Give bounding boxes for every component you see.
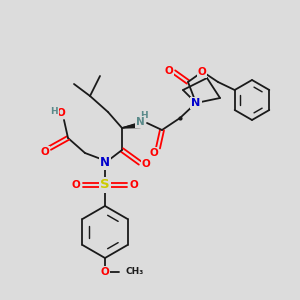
Text: O: O bbox=[100, 267, 109, 277]
Text: S: S bbox=[100, 178, 110, 191]
Text: N: N bbox=[100, 157, 110, 169]
Text: N: N bbox=[136, 117, 144, 127]
Polygon shape bbox=[122, 122, 140, 128]
Text: O: O bbox=[57, 108, 65, 118]
Text: O: O bbox=[198, 67, 206, 77]
Text: O: O bbox=[165, 66, 173, 76]
Text: H: H bbox=[140, 112, 148, 121]
Text: O: O bbox=[72, 180, 80, 190]
Text: O: O bbox=[130, 180, 138, 190]
Text: O: O bbox=[142, 159, 150, 169]
Text: H: H bbox=[50, 107, 58, 116]
Text: O: O bbox=[40, 147, 50, 157]
Text: CH₃: CH₃ bbox=[126, 268, 144, 277]
Text: O: O bbox=[150, 148, 158, 158]
Text: N: N bbox=[191, 98, 201, 108]
